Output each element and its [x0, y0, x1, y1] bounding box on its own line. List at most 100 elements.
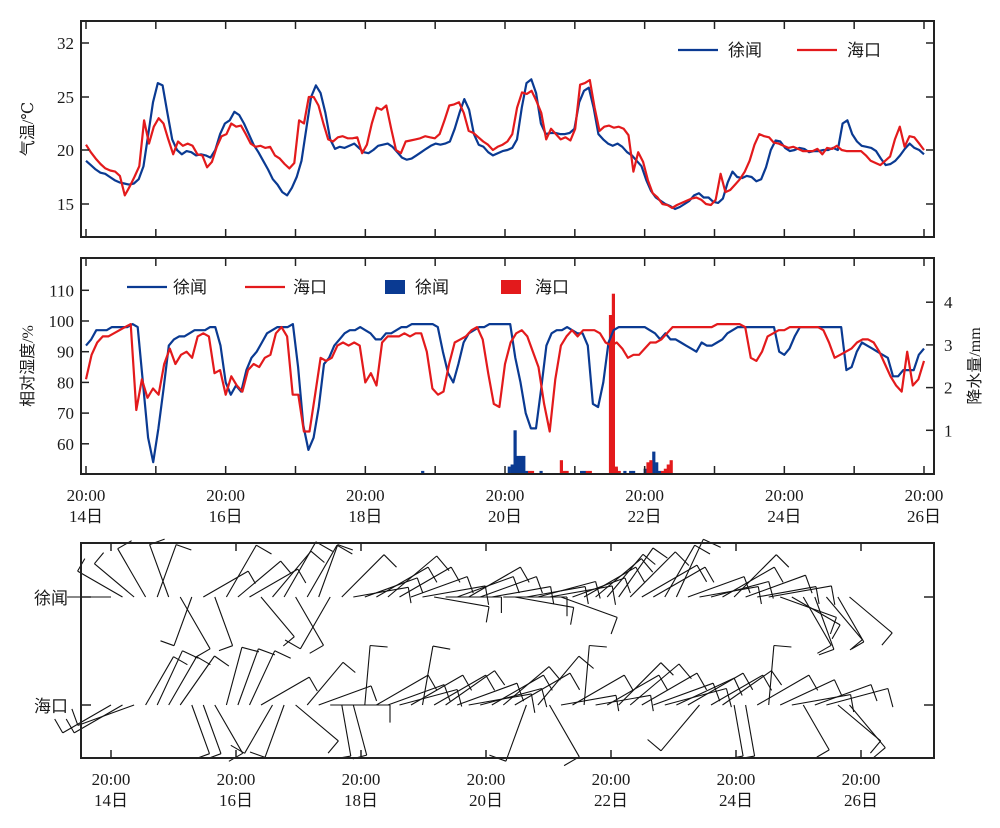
- wind-barb-shaft: [295, 704, 339, 742]
- wind-barb-flag: [570, 607, 575, 625]
- wind-barb-shaft: [145, 656, 174, 706]
- wind-barb-flag: [466, 576, 474, 594]
- x-tick-label-day: 14日: [69, 507, 103, 526]
- wind-barb-shaft: [572, 577, 626, 598]
- wind-barb-flag: [775, 554, 790, 568]
- wind-barb-shaft: [505, 704, 527, 762]
- wind-barb-shaft: [364, 577, 418, 598]
- x-tick-label-time: 20:00: [346, 486, 385, 505]
- wind-barb-flag: [881, 632, 893, 646]
- wind-barb-flag: [310, 550, 325, 563]
- y-tick-label: 100: [49, 312, 75, 331]
- wind-frame: [80, 542, 935, 759]
- wind-barb-shaft: [156, 650, 183, 706]
- precip-bar: [559, 460, 563, 473]
- wind-barb-flag: [804, 575, 813, 594]
- precip-bar: [669, 460, 673, 473]
- wind-barb-flag: [815, 586, 820, 605]
- humidity-x-ticks: [85, 258, 925, 474]
- wind-barb-shaft: [837, 704, 882, 742]
- wind-barb-shaft: [687, 576, 745, 598]
- wind-barb-shaft: [168, 656, 198, 706]
- wind-barb-flag: [282, 636, 295, 647]
- wind-barb-flag: [704, 566, 715, 583]
- wind-barb-shaft: [745, 704, 756, 757]
- precip-bar: [663, 468, 667, 473]
- wind-barb-shaft: [249, 650, 276, 706]
- legend-label-haikou-precip: 海口: [535, 278, 569, 297]
- wind-barb-flag: [635, 566, 646, 583]
- x-tick-label-time: 20:00: [92, 770, 131, 789]
- wind-barb-shaft: [410, 674, 464, 706]
- legend-swatch-haikou-precip: [501, 280, 521, 294]
- wind-barb-shaft: [537, 580, 596, 598]
- wind-barb-shaft: [757, 586, 817, 598]
- wind-barb-shaft: [676, 677, 735, 706]
- precip-bar: [655, 462, 659, 473]
- wind-barb-shaft: [376, 566, 429, 598]
- wind-barb-shaft: [802, 704, 830, 751]
- precip-bar: [421, 470, 425, 473]
- wind-barb-flag: [768, 581, 774, 599]
- wind-barb-flag: [733, 677, 743, 696]
- wind-barb-flag: [569, 672, 581, 691]
- wind-barb-shaft: [733, 704, 744, 757]
- wind-barb-flag: [117, 540, 132, 550]
- wind-barb-flag: [327, 740, 339, 754]
- wind-barb-flag: [851, 641, 865, 650]
- y-tick-label-right: 3: [944, 336, 953, 355]
- wind-barb-shaft: [502, 666, 550, 706]
- wind-barb-shaft: [179, 655, 215, 706]
- wind-barb-shaft: [272, 550, 312, 598]
- wind-barb-flag: [548, 666, 561, 681]
- wind-barb-flag: [773, 644, 792, 648]
- x-tick-label-day: 18日: [348, 507, 382, 526]
- wind-barb-flag: [256, 544, 272, 555]
- precip-bar: [528, 470, 532, 473]
- wind-barb-shaft: [203, 570, 249, 598]
- wind-barb-shaft: [433, 674, 487, 706]
- wind-barb-shaft: [618, 662, 662, 706]
- y-tick-label: 110: [49, 281, 74, 300]
- wind-barb-shaft: [94, 563, 135, 598]
- wind-barb-flag: [494, 670, 506, 686]
- wind-barb-shaft: [77, 570, 123, 598]
- wind-barb-shaft: [641, 672, 698, 706]
- wind-barb-shaft: [664, 544, 696, 598]
- precip-bar: [652, 451, 656, 473]
- precip-bar: [510, 464, 514, 473]
- wind-barb-shaft: [768, 645, 775, 706]
- x-tick-label-time: 20:00: [625, 486, 664, 505]
- wind-barb-shaft: [283, 541, 317, 598]
- wind-barb-flag: [694, 544, 711, 555]
- wind-barb-flag: [485, 606, 490, 623]
- wind-barb-shaft: [457, 682, 518, 706]
- wind-barb-flag: [530, 693, 536, 713]
- wind-barb-flag: [550, 586, 555, 605]
- wind-barb-shaft: [802, 596, 832, 646]
- wind-barb-flag: [71, 708, 79, 726]
- wind-barb-shaft: [814, 596, 835, 650]
- wind-barb-flag: [284, 639, 301, 650]
- wind-barb-shaft: [214, 596, 234, 646]
- wind-barb-shaft: [572, 674, 625, 706]
- wind-barb-shaft: [560, 596, 618, 618]
- wind-barb-shaft: [318, 544, 339, 598]
- wind-barb-flag: [173, 656, 188, 666]
- wind-barb-shaft: [756, 674, 810, 706]
- temperature-y-ticks: 15 20 25 32: [57, 34, 934, 214]
- y-tick-label: 80: [57, 373, 74, 392]
- wind-barb-shaft: [791, 596, 841, 626]
- legend-label-xuwen: 徐闻: [728, 41, 762, 60]
- precip-bar: [658, 470, 662, 473]
- precip-bar: [623, 470, 627, 473]
- precip-bar: [660, 470, 665, 473]
- wind-barb-shaft: [675, 539, 704, 598]
- wind-x-ticks: [110, 543, 862, 758]
- wind-barb-flag: [696, 564, 708, 583]
- x-tick-label-time: 20:00: [592, 770, 631, 789]
- wind-barb-shaft: [849, 704, 886, 749]
- wind-barb-shaft: [149, 544, 170, 598]
- temperature-x-ticks: [85, 21, 925, 237]
- x-tick-label-time: 20:00: [842, 770, 881, 789]
